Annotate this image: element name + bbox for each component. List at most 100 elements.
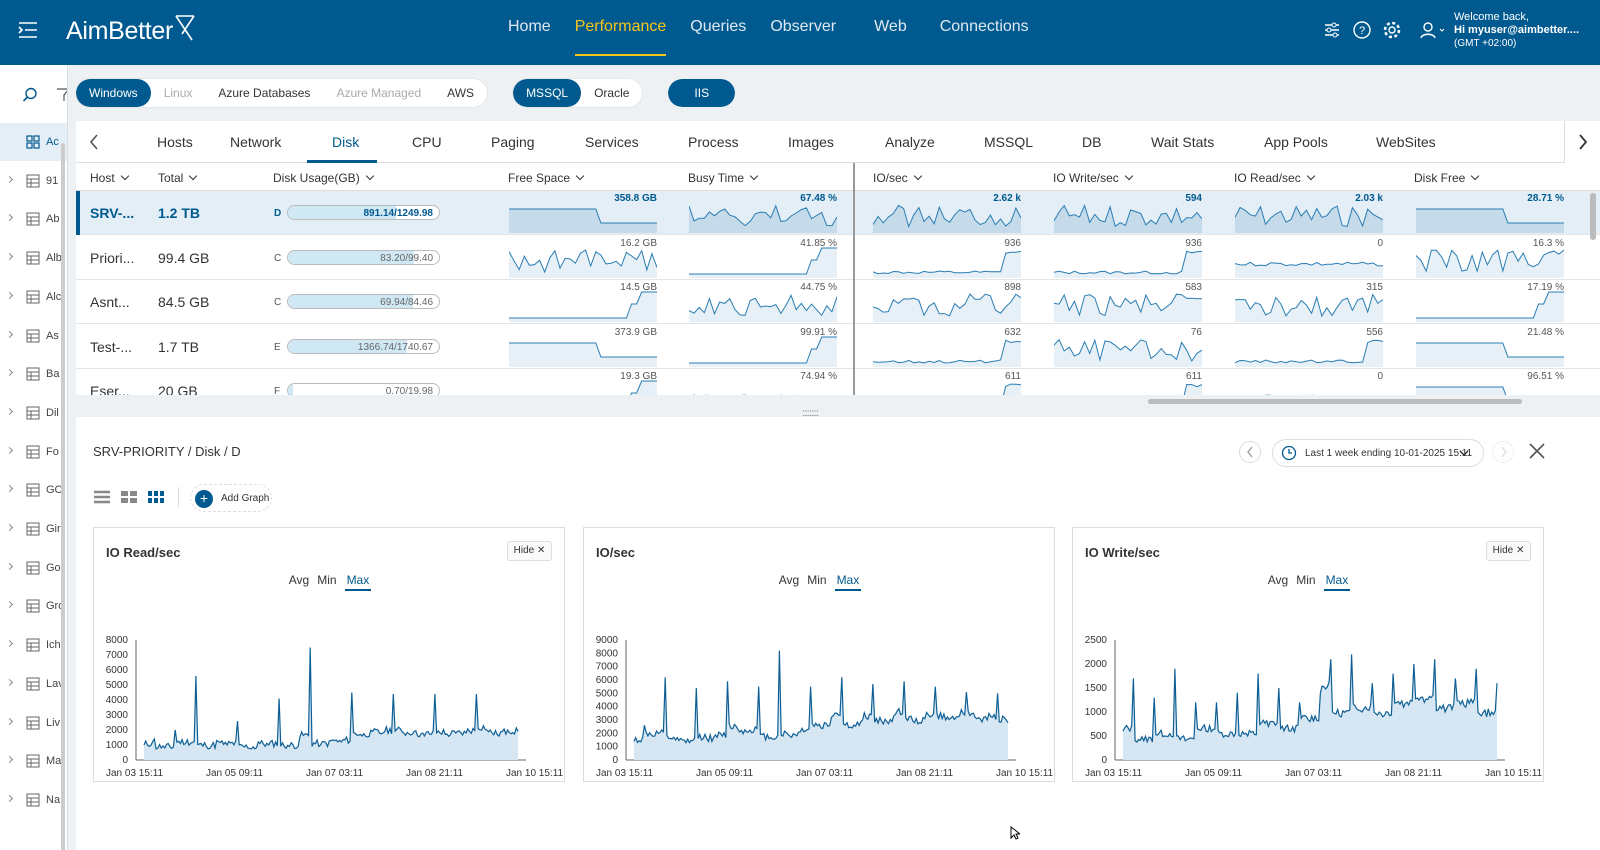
chevron-right-icon[interactable] [5, 717, 14, 725]
filter-azure-managed[interactable]: Azure Managed [336, 86, 422, 100]
sidebar-item[interactable]: Go [0, 549, 67, 587]
filter-linux[interactable]: Linux [163, 86, 193, 100]
chevron-right-icon[interactable] [5, 291, 14, 299]
sliders-icon[interactable] [1322, 20, 1342, 40]
table-row[interactable]: Asnt... 84.5 GB C 69.94/84.46 14.5 GB 44.75 %… [76, 280, 1600, 324]
filter-iis[interactable]: IIS [668, 79, 736, 107]
nav-home[interactable]: Home [508, 18, 551, 35]
tab-paging[interactable]: Paging [491, 134, 535, 150]
tab-websites[interactable]: WebSites [1376, 134, 1436, 150]
agg-avg[interactable]: Avg [1267, 573, 1289, 587]
grid-vertical-scrollbar[interactable] [1590, 193, 1596, 240]
sidebar-item[interactable]: Fo [0, 433, 67, 471]
filter-mssql[interactable]: MSSQL [513, 79, 582, 107]
sidebar-scrollbar[interactable] [61, 143, 65, 850]
sidebar-item[interactable]: GC [0, 471, 67, 509]
sidebar-item[interactable]: Na [0, 781, 67, 819]
chevron-right-icon[interactable] [5, 214, 14, 222]
agg-min[interactable]: Min [1296, 573, 1316, 587]
tabs-prev-icon[interactable] [88, 133, 100, 151]
tab-services[interactable]: Services [585, 134, 639, 150]
hide-chart-button[interactable]: Hide ✕ [1486, 541, 1531, 561]
chevron-right-icon[interactable] [5, 485, 14, 493]
filter-aws[interactable]: AWS [447, 86, 475, 100]
chevron-right-icon[interactable] [5, 407, 14, 415]
filter-oracle[interactable]: Oracle [594, 86, 630, 100]
sidebar-item[interactable]: Alb [0, 239, 67, 277]
column-header[interactable]: Host [90, 171, 128, 185]
panel-resize-handle[interactable]: ::::::::: [802, 408, 819, 419]
add-graph-button[interactable]: + Add Graph [190, 484, 272, 512]
sidebar-item[interactable]: Gro [0, 587, 67, 625]
sidebar-item[interactable]: Ich [0, 626, 67, 664]
agg-avg[interactable]: Avg [288, 573, 310, 587]
hide-chart-button[interactable]: Hide ✕ [507, 541, 552, 561]
nav-connections[interactable]: Connections [939, 18, 1029, 35]
table-row[interactable]: Eser... 20 GB F 0.70/19.98 19.3 GB 74.94 % 611… [76, 369, 1600, 395]
tab-cpu[interactable]: CPU [412, 134, 442, 150]
sidebar-item[interactable]: Liv [0, 704, 67, 742]
tab-hosts[interactable]: Hosts [157, 134, 193, 150]
user-info[interactable]: Welcome back, Hi myuser@aimbetter.... (G… [1454, 11, 1579, 50]
tab-mssql[interactable]: MSSQL [984, 134, 1034, 150]
sidebar-item[interactable]: 91 [0, 162, 67, 200]
column-header[interactable]: IO/sec [873, 171, 921, 185]
nav-observer[interactable]: Observer [770, 18, 837, 35]
chevron-right-icon[interactable] [5, 330, 14, 338]
tab-images[interactable]: Images [788, 134, 834, 150]
chevron-right-icon[interactable] [5, 756, 14, 764]
chevron-right-icon[interactable] [5, 640, 14, 648]
chevron-right-icon[interactable] [5, 601, 14, 609]
help-icon[interactable]: ? [1352, 20, 1372, 40]
sidebar-item[interactable]: Ab [0, 200, 67, 238]
nav-web[interactable]: Web [874, 18, 907, 35]
agg-min[interactable]: Min [807, 573, 827, 587]
chevron-right-icon[interactable] [5, 175, 14, 183]
sidebar-item[interactable]: Ac [0, 123, 67, 161]
chevron-right-icon[interactable] [5, 678, 14, 686]
sidebar-item[interactable]: Gir [0, 510, 67, 548]
user-icon[interactable] [1418, 20, 1446, 40]
nav-performance[interactable]: Performance [574, 18, 666, 56]
table-row[interactable]: Priori... 99.4 GB C 83.20/99.40 16.2 GB 41.85… [76, 236, 1600, 280]
chevron-right-icon[interactable] [5, 253, 14, 261]
tab-analyze[interactable]: Analyze [885, 134, 935, 150]
agg-max[interactable]: Max [344, 573, 372, 591]
layout-list-icon[interactable] [93, 490, 111, 504]
sidebar-item[interactable]: Ba [0, 355, 67, 393]
chevron-right-icon[interactable] [5, 562, 14, 570]
filter-windows[interactable]: Windows [76, 79, 151, 107]
sidebar-item[interactable]: Dil [0, 394, 67, 432]
range-prev-button[interactable] [1239, 441, 1261, 463]
column-header[interactable]: IO Read/sec [1234, 171, 1314, 185]
column-header[interactable]: IO Write/sec [1053, 171, 1132, 185]
grid-horizontal-scrollbar[interactable] [1148, 399, 1522, 404]
close-icon[interactable] [1528, 442, 1546, 460]
nav-queries[interactable]: Queries [690, 18, 747, 35]
agg-max[interactable]: Max [834, 573, 862, 591]
tab-network[interactable]: Network [230, 134, 282, 150]
sidebar-item[interactable]: Alc [0, 278, 67, 316]
layout-three-col-icon[interactable] [147, 490, 165, 504]
tab-wait-stats[interactable]: Wait Stats [1151, 134, 1215, 150]
column-header[interactable]: Disk Free [1414, 171, 1478, 185]
tabs-next-button[interactable] [1564, 121, 1600, 163]
chevron-right-icon[interactable] [5, 446, 14, 454]
agg-max[interactable]: Max [1323, 573, 1351, 591]
filter-azure-databases[interactable]: Azure Databases [218, 86, 311, 100]
tab-app-pools[interactable]: App Pools [1264, 134, 1328, 150]
search-icon[interactable] [22, 87, 38, 103]
column-header[interactable]: Free Space [508, 171, 583, 185]
time-range-select[interactable]: Last 1 week ending 10-01-2025 15:11 [1272, 439, 1484, 467]
chevron-right-icon[interactable] [5, 523, 14, 532]
column-header[interactable]: Disk Usage(GB) [273, 171, 373, 185]
agg-avg[interactable]: Avg [778, 573, 800, 587]
column-header[interactable]: Busy Time [688, 171, 757, 185]
layout-two-col-icon[interactable] [120, 490, 138, 504]
sidebar-item[interactable]: Lav [0, 665, 67, 703]
grid-frozen-separator[interactable] [853, 163, 855, 395]
column-header[interactable]: Total [158, 171, 196, 185]
filter-icon[interactable] [57, 87, 67, 103]
chevron-right-icon[interactable] [5, 794, 14, 802]
tab-db[interactable]: DB [1082, 134, 1102, 150]
